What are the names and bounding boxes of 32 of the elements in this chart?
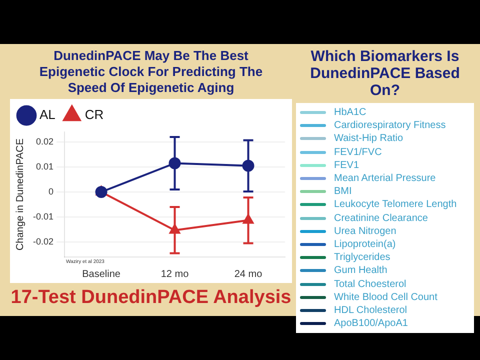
category-label: Gum Health	[334, 265, 388, 276]
chart-title: DunedinPACE May Be The Best Epigenetic Clock For Predicting The Speed Of Epigenetic Aging	[38, 48, 264, 96]
category-label: HDL Cholesterol	[334, 304, 407, 316]
category-label: White Blood Cell Count	[334, 292, 438, 303]
category-label: Leukocyte Telomere Length	[334, 199, 457, 210]
category-label: ApoB100/ApoA1	[334, 318, 408, 330]
category-label: Lipoprotein(a)	[334, 238, 396, 250]
category-label: Total Choesterol	[334, 278, 406, 290]
x-tick-label: Baseline	[82, 268, 121, 280]
category-label: Creatinine Clearance	[334, 212, 428, 224]
category-label: FEV1/FVC	[334, 146, 382, 158]
x-tick-label: 12 mo	[160, 268, 190, 280]
y-tick-label: -0.02	[33, 236, 54, 246]
category-label: BMI	[334, 186, 352, 198]
legend-label: CR	[84, 107, 104, 122]
category-label: Triglycerides	[334, 252, 390, 264]
y-tick-label: -0.01	[33, 211, 54, 222]
text: 17-Test DunedinPACE Analysis	[10, 287, 292, 309]
point	[95, 186, 108, 198]
text: Which Biomarkers Is DunedinPACE Based On?	[309, 48, 461, 99]
y-axis-title: Change in DunedinPACE	[14, 138, 26, 251]
category-label: Mean Arterial Pressure	[334, 173, 436, 184]
y-tick-label: 0.01	[36, 161, 54, 172]
category-label: FEV1	[334, 160, 360, 171]
y-tick-label: 0.02	[36, 136, 54, 146]
legend-label: AL	[40, 107, 56, 122]
category-label: HbA1C	[334, 107, 366, 118]
category-label: Urea Nitrogen	[334, 226, 396, 237]
x-tick-label: 24 mo	[234, 268, 263, 280]
category-label: Waist-Hip Ratio	[334, 133, 404, 144]
category-label: Cardiorespiratory Fitness	[334, 120, 446, 132]
y-tick-label: 0	[48, 186, 54, 196]
